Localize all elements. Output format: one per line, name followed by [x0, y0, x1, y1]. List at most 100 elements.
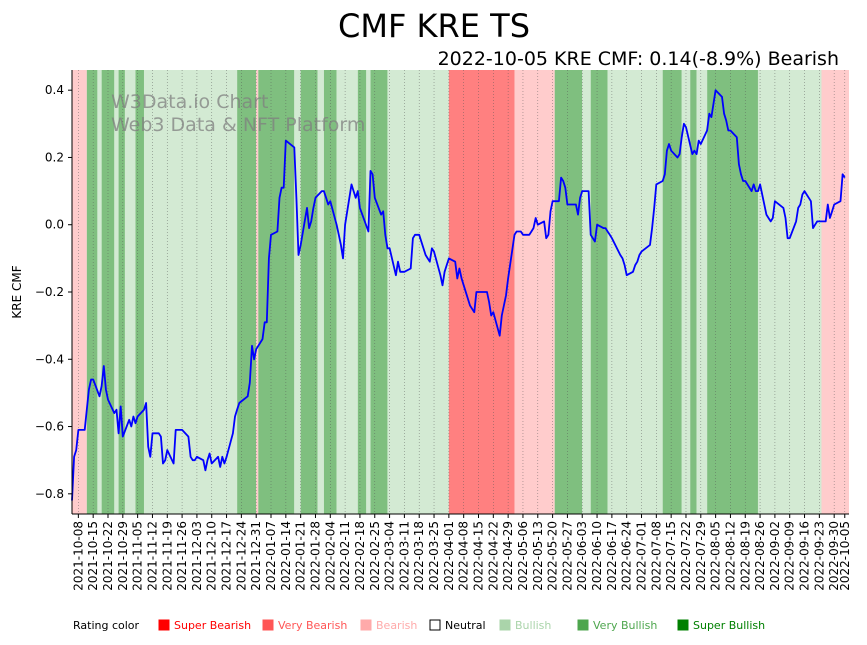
x-tick-label: 2022-08-05: [709, 521, 723, 591]
x-tick-label: 2022-01-14: [279, 521, 293, 591]
rating-band: [387, 70, 449, 514]
rating-band: [258, 70, 295, 514]
x-tick-label: 2021-11-05: [131, 521, 145, 591]
x-tick-label: 2022-09-16: [798, 521, 812, 591]
x-tick-label: 2022-05-20: [546, 521, 560, 591]
rating-band: [300, 70, 318, 514]
rating-band: [607, 70, 663, 514]
x-tick-label: 2021-11-12: [145, 521, 159, 591]
x-tick-label: 2022-01-21: [294, 521, 308, 591]
x-tick-label: 2022-01-28: [308, 521, 322, 591]
watermark-line-1: W3Data.io Chart: [111, 91, 268, 113]
x-tick-label: 2022-07-29: [694, 521, 708, 591]
legend-swatch: [577, 619, 589, 631]
rating-band: [707, 70, 758, 514]
x-tick-label: 2022-02-25: [368, 521, 382, 591]
legend-swatch: [158, 619, 170, 631]
rating-band: [514, 70, 555, 514]
x-tick-label: 2021-10-15: [86, 521, 100, 591]
rating-band: [97, 70, 102, 514]
y-axis-label: KRE CMF: [10, 265, 24, 318]
x-tick-label: 2022-06-17: [605, 521, 619, 591]
x-tick-label: 2022-07-08: [649, 521, 663, 591]
y-tick-label: 0.0: [45, 218, 64, 232]
x-tick-label: 2022-10-05: [838, 521, 852, 591]
legend-item-label: Bullish: [515, 619, 551, 632]
watermark-line-2: Web3 Data & NFT Platform: [111, 114, 365, 136]
y-tick-label: −0.4: [35, 352, 64, 366]
x-tick-label: 2021-10-08: [71, 521, 85, 591]
x-tick-label: 2022-08-12: [723, 521, 737, 591]
x-tick-label: 2021-10-22: [101, 521, 115, 591]
legend-item-label: Super Bearish: [174, 619, 251, 632]
chart-subtitle: 2022-10-05 KRE CMF: 0.14(-8.9%) Bearish: [438, 48, 839, 70]
rating-band: [590, 70, 608, 514]
x-tick-label: 2022-09-02: [768, 521, 782, 591]
rating-band: [143, 70, 238, 514]
x-tick-label: 2022-01-07: [264, 521, 278, 591]
rating-band: [690, 70, 697, 514]
y-tick-label: −0.6: [35, 420, 64, 434]
x-tick-label: 2021-10-29: [116, 521, 130, 591]
y-ticks: −0.8 −0.6 −0.4 −0.2 0.0 0.2 0.4: [35, 83, 72, 501]
rating-band: [256, 70, 259, 514]
rating-band: [114, 70, 119, 514]
x-tick-label: 2022-06-24: [620, 521, 634, 591]
legend-swatch: [429, 619, 441, 631]
legend-item-label: Bearish: [376, 619, 417, 632]
rating-bands: [72, 70, 849, 514]
x-tick-label: 2021-12-03: [190, 521, 204, 591]
rating-band: [118, 70, 125, 514]
x-tick-label: 2022-05-27: [560, 521, 574, 591]
series-line: [71, 89, 846, 501]
x-tick-label: 2022-09-30: [827, 521, 841, 591]
x-tick-label: 2022-08-19: [738, 521, 752, 591]
x-tick-label: 2022-03-18: [412, 521, 426, 591]
rating-band: [370, 70, 388, 514]
x-tick-label: 2022-02-11: [338, 521, 352, 591]
x-tick-label: 2022-03-04: [383, 521, 397, 591]
legend-item-label: Super Bullish: [693, 619, 765, 632]
y-tick-label: −0.8: [35, 487, 64, 501]
x-tick-label: 2022-06-10: [590, 521, 604, 591]
x-tick-label: 2022-02-04: [323, 521, 337, 591]
x-tick-label: 2021-12-17: [220, 521, 234, 591]
x-tick-label: 2022-05-06: [516, 521, 530, 591]
rating-band: [582, 70, 591, 514]
y-tick-label: −0.2: [35, 285, 64, 299]
x-tick-label: 2022-04-01: [442, 521, 456, 591]
rating-band: [554, 70, 583, 514]
x-tick-label: 2022-06-03: [575, 521, 589, 591]
x-tick-label: 2022-07-01: [635, 521, 649, 591]
legend-swatch: [262, 619, 274, 631]
rating-band: [821, 70, 849, 514]
legend-swatch: [677, 619, 689, 631]
rating-band: [662, 70, 682, 514]
cmf-series: [71, 89, 846, 501]
rating-band: [124, 70, 136, 514]
y-tick-label: 0.4: [45, 83, 64, 97]
x-tick-label: 2022-04-22: [486, 521, 500, 591]
rating-band: [72, 70, 87, 514]
x-ticks: 2021-10-08 2021-10-15 2021-10-22 2021-10-29…: [71, 514, 852, 591]
rating-band: [696, 70, 708, 514]
rating-band: [336, 70, 358, 514]
x-tick-label: 2022-09-09: [783, 521, 797, 591]
x-tick-label: 2022-07-15: [664, 521, 678, 591]
x-tick-label: 2021-12-31: [249, 521, 263, 591]
rating-band: [135, 70, 144, 514]
legend-item-label: Very Bearish: [278, 619, 347, 632]
x-tick-label: 2022-07-22: [679, 521, 693, 591]
legend: Rating color Super Bearish Very Bearish Be…: [73, 619, 765, 632]
x-gridlines: [78, 70, 846, 514]
x-tick-label: 2021-11-19: [160, 521, 174, 591]
x-tick-label: 2022-08-26: [753, 521, 767, 591]
x-tick-label: 2022-05-13: [531, 521, 545, 591]
x-tick-label: 2022-02-18: [353, 521, 367, 591]
rating-band: [86, 70, 98, 514]
watermark: W3Data.io Chart Web3 Data & NFT Platform: [111, 91, 365, 136]
x-tick-label: 2021-12-24: [234, 521, 248, 591]
legend-item-label: Neutral: [445, 619, 486, 632]
x-tick-label: 2022-03-25: [427, 521, 441, 591]
